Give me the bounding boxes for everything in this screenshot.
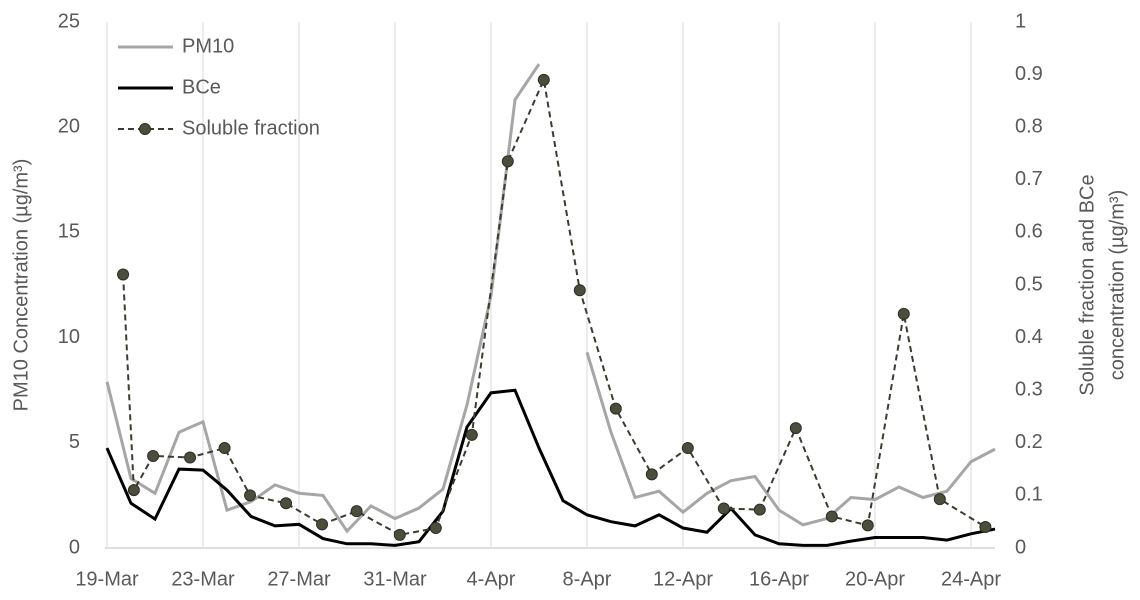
y2-tick-label: 1 <box>1015 10 1026 32</box>
data-point <box>861 519 874 532</box>
data-point <box>681 442 694 455</box>
data-point <box>393 528 406 541</box>
x-tick-label: 16-Apr <box>749 568 809 590</box>
data-point <box>350 505 363 518</box>
y-tick-label: 20 <box>58 115 80 137</box>
y2-axis-title: concentration (µg/m³) <box>1106 190 1128 380</box>
data-point <box>609 402 622 415</box>
y2-tick-label: 0.7 <box>1015 168 1043 190</box>
series-line <box>122 76 986 536</box>
y2-tick-label: 0.1 <box>1015 484 1043 506</box>
data-point <box>933 493 946 506</box>
x-tick-label: 4-Apr <box>467 568 516 590</box>
x-tick-label: 23-Mar <box>171 568 235 590</box>
x-tick-label: 19-Mar <box>75 568 139 590</box>
y-tick-label: 25 <box>58 10 80 32</box>
y2-tick-label: 0.8 <box>1015 115 1043 137</box>
data-point <box>645 468 658 481</box>
data-point <box>789 422 802 435</box>
x-tick-label: 20-Apr <box>845 568 905 590</box>
x-tick-label: 27-Mar <box>267 568 331 590</box>
series-line <box>105 63 996 534</box>
series-line <box>105 388 996 547</box>
y-tick-label: 15 <box>58 221 80 243</box>
data-point <box>280 497 293 510</box>
data-point <box>147 449 160 462</box>
y2-tick-label: 0.6 <box>1015 221 1043 243</box>
data-point <box>244 489 257 502</box>
x-tick-label: 12-Apr <box>653 568 713 590</box>
y2-tick-label: 0.2 <box>1015 431 1043 453</box>
data-point <box>316 518 329 531</box>
data-point <box>573 284 586 297</box>
data-point <box>184 451 197 464</box>
y-tick-label: 0 <box>69 536 80 558</box>
y-axis-title: PM10 Concentration (µg/m³) <box>10 159 32 412</box>
legend-marker <box>139 123 151 135</box>
data-point <box>218 442 231 455</box>
x-tick-label: 24-Apr <box>941 568 1001 590</box>
data-point <box>465 428 478 441</box>
data-point <box>537 73 550 86</box>
y2-axis-title: Soluble fraction and BCe <box>1076 174 1098 395</box>
y2-tick-label: 0 <box>1015 536 1026 558</box>
legend-label: Soluble fraction <box>182 117 320 139</box>
legend-label: BCe <box>182 76 221 98</box>
data-point <box>429 522 442 535</box>
y2-tick-label: 0.3 <box>1015 378 1043 400</box>
data-point <box>501 155 514 168</box>
data-point <box>717 502 730 515</box>
y2-tick-label: 0.5 <box>1015 273 1043 295</box>
data-point <box>117 268 130 281</box>
data-point <box>127 484 140 497</box>
y-tick-label: 5 <box>69 431 80 453</box>
legend-label: PM10 <box>182 35 234 57</box>
y2-tick-label: 0.4 <box>1015 326 1043 348</box>
data-point <box>979 520 992 533</box>
y-tick-label: 10 <box>58 326 80 348</box>
x-tick-label: 8-Apr <box>563 568 612 590</box>
data-point <box>897 307 910 320</box>
data-point <box>753 503 766 516</box>
y2-tick-label: 0.9 <box>1015 63 1043 85</box>
data-point <box>825 510 838 523</box>
x-tick-label: 31-Mar <box>363 568 427 590</box>
